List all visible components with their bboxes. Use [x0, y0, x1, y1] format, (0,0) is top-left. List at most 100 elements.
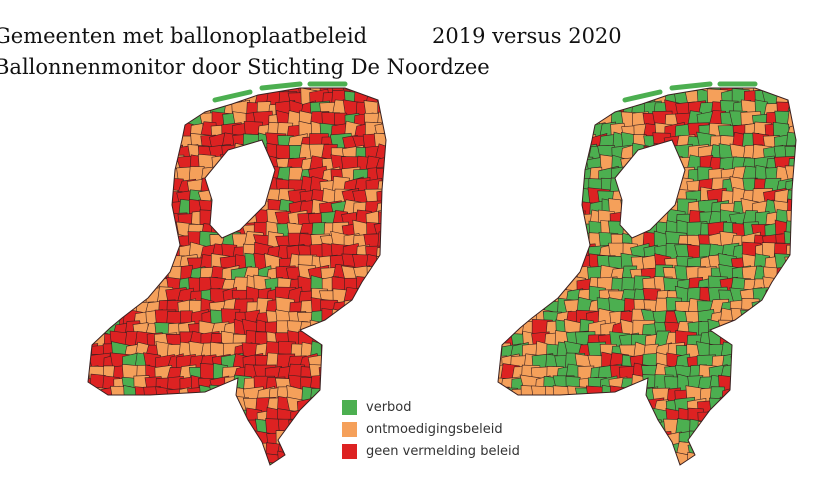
map-2020-municipality: [541, 429, 565, 451]
map-2019-municipality: [99, 219, 121, 245]
map-2019-municipality: [88, 135, 98, 156]
map-2019-municipality: [88, 230, 109, 252]
map-2020-municipality: [741, 408, 760, 427]
map-2020-municipality: [799, 235, 815, 249]
map-2019-municipality: [176, 396, 194, 415]
map-2019-municipality: [144, 144, 160, 162]
map-2020-municipality: [534, 400, 554, 417]
map-2020-municipality: [687, 451, 708, 465]
map-2020-municipality: [519, 430, 541, 449]
map-2019-municipality: [114, 91, 135, 109]
map-2019-municipality: [113, 122, 130, 144]
map-2019-municipality: [178, 88, 199, 102]
map-2019-municipality: [133, 398, 154, 420]
map-2019-municipality: [165, 111, 186, 132]
map-2020-municipality: [787, 356, 796, 371]
map-2019-municipality: [400, 288, 416, 309]
map-2019-municipality: [99, 406, 124, 429]
map-2019-municipality: [88, 198, 97, 223]
map-2020-municipality: [586, 408, 609, 427]
map-2020-municipality: [544, 145, 567, 165]
map-2020-municipality: [498, 168, 522, 186]
map-2019-municipality: [399, 145, 417, 163]
map-2020-municipality: [534, 88, 553, 100]
map-2019-municipality: [91, 243, 108, 264]
map-2019-municipality: [344, 319, 365, 339]
map-2019-municipality: [111, 146, 133, 167]
map-2019-municipality: [166, 407, 183, 428]
map-2019-municipality: [323, 451, 338, 465]
map-2020-municipality: [797, 133, 816, 155]
map-2020-municipality: [718, 453, 740, 465]
map-2019-municipality: [89, 110, 108, 131]
map-2019-municipality: [308, 418, 328, 437]
map-2019-municipality: [157, 177, 174, 199]
map-2020-municipality: [731, 454, 752, 465]
map-2020-municipality: [530, 91, 555, 111]
map-2020-municipality: [544, 254, 565, 275]
map-2020-municipality: [641, 443, 663, 463]
map-2019-municipality: [398, 366, 418, 381]
map-2019-municipality: [387, 267, 406, 285]
map-2020-municipality: [498, 299, 509, 319]
map-2019-municipality: [187, 88, 205, 101]
map-2020-municipality: [498, 209, 507, 228]
map-2019-municipality: [113, 430, 132, 449]
map-2020-municipality: [722, 463, 740, 465]
map-2019-municipality: [398, 343, 418, 364]
map-2019-municipality: [133, 88, 155, 101]
map-2019-municipality: [355, 321, 374, 340]
map-2020-municipality: [542, 277, 567, 294]
map-2019-municipality: [388, 168, 404, 187]
map-2020-municipality: [729, 419, 754, 439]
map-2020-municipality: [783, 345, 796, 360]
map-2020-municipality: [609, 454, 628, 465]
map-2019-municipality: [342, 298, 360, 317]
map-2020-municipality: [808, 200, 828, 217]
map-2019-municipality: [88, 277, 96, 294]
map-2020-municipality: [798, 408, 817, 430]
map-2019-municipality: [388, 214, 404, 227]
map-2020-municipality: [512, 146, 533, 163]
map-2019-municipality: [88, 463, 96, 465]
map-2020-municipality: [809, 354, 822, 372]
map-2019-municipality: [200, 88, 218, 101]
map-2019-municipality: [298, 452, 319, 465]
legend-label-verbod: verbod: [366, 399, 412, 415]
map-2020-municipality: [787, 398, 796, 418]
map-2020-municipality: [532, 464, 553, 465]
map-2020-municipality: [730, 408, 751, 426]
map-2020-municipality: [530, 255, 552, 272]
map-2020-municipality: [754, 454, 775, 465]
map-2019-municipality: [132, 165, 151, 189]
map-2020-municipality: [576, 406, 598, 428]
map-2020-municipality: [587, 439, 611, 464]
map-2020-municipality: [610, 411, 631, 429]
map-2019-municipality: [90, 154, 107, 174]
map-2020-municipality: [553, 154, 575, 174]
map-2019-municipality: [309, 319, 332, 341]
map-2020-municipality: [543, 179, 565, 193]
map-2020-municipality: [535, 274, 555, 298]
map-2019-municipality: [400, 222, 415, 243]
map-2020-municipality: [654, 440, 672, 463]
map-2020-municipality: [556, 101, 575, 121]
map-2019-municipality: [133, 442, 155, 462]
title: Gemeenten met ballonoplaatbeleid: [0, 24, 368, 48]
map-2020-municipality: [806, 407, 827, 430]
map-2019-municipality: [143, 463, 162, 465]
map-2020-municipality: [498, 310, 505, 329]
map-2020-municipality: [807, 287, 828, 304]
map-2020-municipality: [567, 418, 586, 441]
map-2020-municipality: [557, 464, 576, 465]
map-2019-municipality: [88, 164, 101, 185]
map-2019-municipality: [101, 443, 119, 463]
map-2020-municipality: [754, 322, 770, 340]
map-2020-municipality: [773, 387, 794, 404]
map-2019-municipality: [133, 156, 153, 173]
map-2019-municipality: [88, 451, 97, 465]
map-2019-municipality: [155, 123, 173, 140]
map-2019-municipality: [400, 113, 413, 131]
map-2019-municipality: [88, 429, 98, 452]
